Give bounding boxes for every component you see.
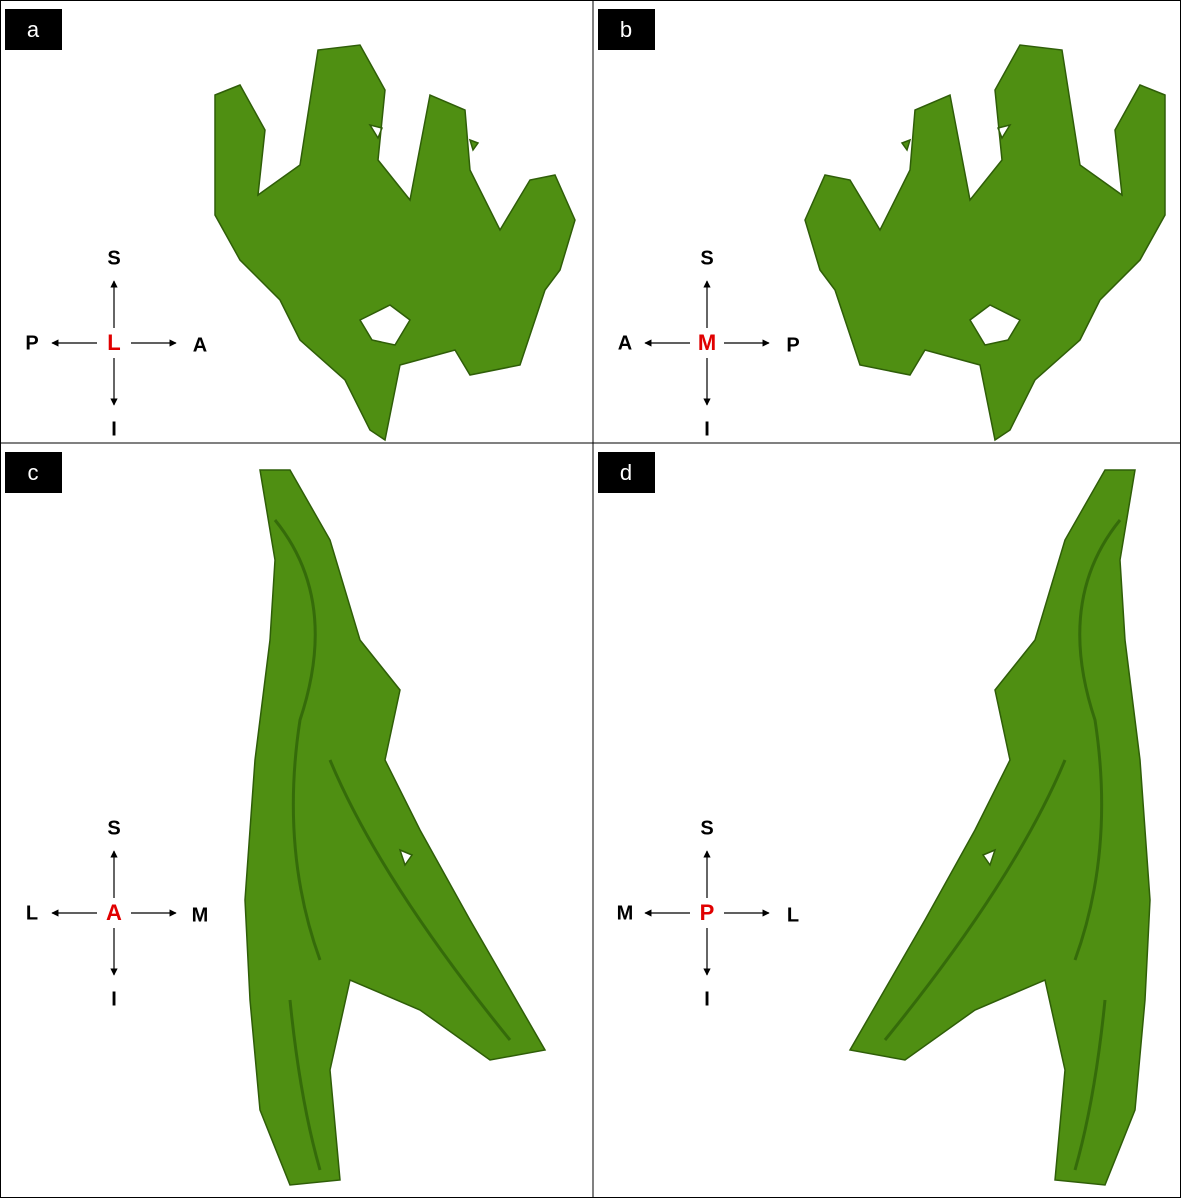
compass-right: M [192,904,209,926]
compass-up: S [107,247,120,269]
compass-center: P [700,900,715,925]
panel-label: a [27,17,40,42]
compass-center: L [107,330,120,355]
compass-center: M [698,330,716,355]
render-a [215,45,575,440]
compass-right: A [193,334,207,356]
render-d [850,470,1150,1185]
compass-right: L [787,904,799,926]
compass-left: L [26,902,38,924]
compass-left: P [25,332,38,354]
compass-up: S [700,817,713,839]
figure: a L S I P Ab M S I A Pc A S I L Md P S I M L [0,0,1181,1198]
compass-up: S [107,817,120,839]
compass-center: A [106,900,122,925]
panel-label: c [28,460,39,485]
compass-up: S [700,247,713,269]
compass-down: I [704,418,710,440]
compass-down: I [111,418,117,440]
panel-label: b [620,17,632,42]
compass-left: A [618,332,632,354]
compass-down: I [704,988,710,1010]
compass-down: I [111,988,117,1010]
compass-right: P [786,334,799,356]
render-c [245,470,545,1185]
compass-left: M [617,902,634,924]
render-b [805,45,1165,440]
panel-label: d [620,460,632,485]
